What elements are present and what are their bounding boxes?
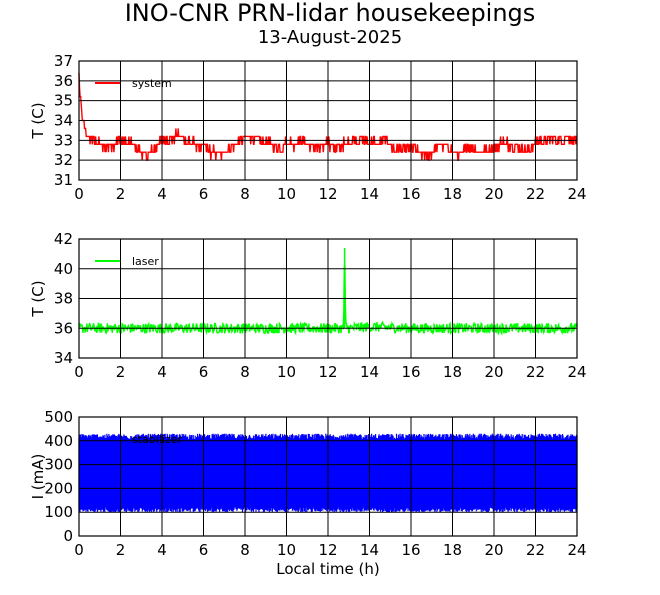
plot-frame — [78, 238, 578, 359]
y-tick-label: 200 — [44, 479, 73, 497]
y-tick-label: 500 — [44, 408, 73, 426]
x-tick-label: 14 — [360, 363, 379, 381]
x-tick-label: 6 — [199, 363, 209, 381]
legend-label: stabilizer — [132, 433, 182, 446]
legend-label: system — [132, 77, 172, 90]
x-tick-label: 20 — [484, 363, 503, 381]
plot-frame — [78, 416, 578, 537]
y-tick-label: 36 — [54, 319, 73, 337]
y-tick-label: 34 — [54, 112, 73, 130]
x-tick-label: 22 — [526, 363, 545, 381]
y-axis-label: T (C) — [29, 102, 47, 139]
y-tick-label: 40 — [54, 260, 73, 278]
x-tick-label: 2 — [116, 363, 126, 381]
x-tick-label: 12 — [318, 541, 337, 559]
y-tick-label: 36 — [54, 72, 73, 90]
x-tick-label: 4 — [157, 185, 167, 203]
plot-frame — [78, 60, 578, 181]
y-tick-label: 37 — [54, 52, 73, 70]
x-tick-label: 22 — [526, 541, 545, 559]
x-tick-label: 22 — [526, 185, 545, 203]
x-tick-label: 16 — [401, 185, 420, 203]
x-tick-label: 24 — [567, 185, 586, 203]
x-tick-label: 6 — [199, 185, 209, 203]
y-tick-label: 38 — [54, 290, 73, 308]
x-tick-label: 24 — [567, 541, 586, 559]
x-tick-label: 12 — [318, 185, 337, 203]
x-tick-label: 8 — [240, 541, 250, 559]
x-tick-label: 2 — [116, 185, 126, 203]
legend-label: laser — [132, 255, 159, 268]
chart-subtitle: 13-August-2025 — [257, 27, 403, 48]
x-tick-label: 10 — [277, 363, 296, 381]
y-tick-label: 0 — [63, 527, 73, 545]
y-tick-label: 100 — [44, 503, 73, 521]
x-tick-label: 20 — [484, 541, 503, 559]
chart-title: INO-CNR PRN-lidar housekeepings — [124, 0, 536, 27]
x-tick-label: 4 — [157, 541, 167, 559]
y-tick-label: 32 — [54, 151, 73, 169]
x-tick-label: 14 — [360, 541, 379, 559]
x-tick-label: 20 — [484, 185, 503, 203]
x-tick-label: 18 — [443, 363, 462, 381]
x-tick-label: 4 — [157, 363, 167, 381]
x-tick-label: 0 — [74, 541, 84, 559]
x-tick-label: 14 — [360, 185, 379, 203]
x-tick-label: 0 — [74, 185, 84, 203]
x-tick-label: 10 — [277, 541, 296, 559]
y-tick-label: 300 — [44, 456, 73, 474]
x-tick-label: 8 — [240, 185, 250, 203]
x-tick-label: 0 — [74, 363, 84, 381]
y-axis-label: I (mA) — [29, 454, 47, 500]
x-tick-label: 10 — [277, 185, 296, 203]
y-tick-label: 33 — [54, 131, 73, 149]
y-tick-label: 34 — [54, 349, 73, 367]
y-axis-label: T (C) — [29, 280, 47, 317]
y-tick-label: 42 — [54, 230, 73, 248]
x-tick-label: 2 — [116, 541, 126, 559]
x-tick-label: 18 — [443, 185, 462, 203]
x-tick-label: 24 — [567, 363, 586, 381]
x-tick-label: 18 — [443, 541, 462, 559]
y-tick-label: 31 — [54, 171, 73, 189]
y-tick-label: 400 — [44, 432, 73, 450]
x-axis-label: Local time (h) — [276, 560, 380, 578]
x-tick-label: 6 — [199, 541, 209, 559]
x-tick-label: 12 — [318, 363, 337, 381]
x-tick-label: 8 — [240, 363, 250, 381]
x-tick-label: 16 — [401, 541, 420, 559]
x-tick-label: 16 — [401, 363, 420, 381]
y-tick-label: 35 — [54, 92, 73, 110]
